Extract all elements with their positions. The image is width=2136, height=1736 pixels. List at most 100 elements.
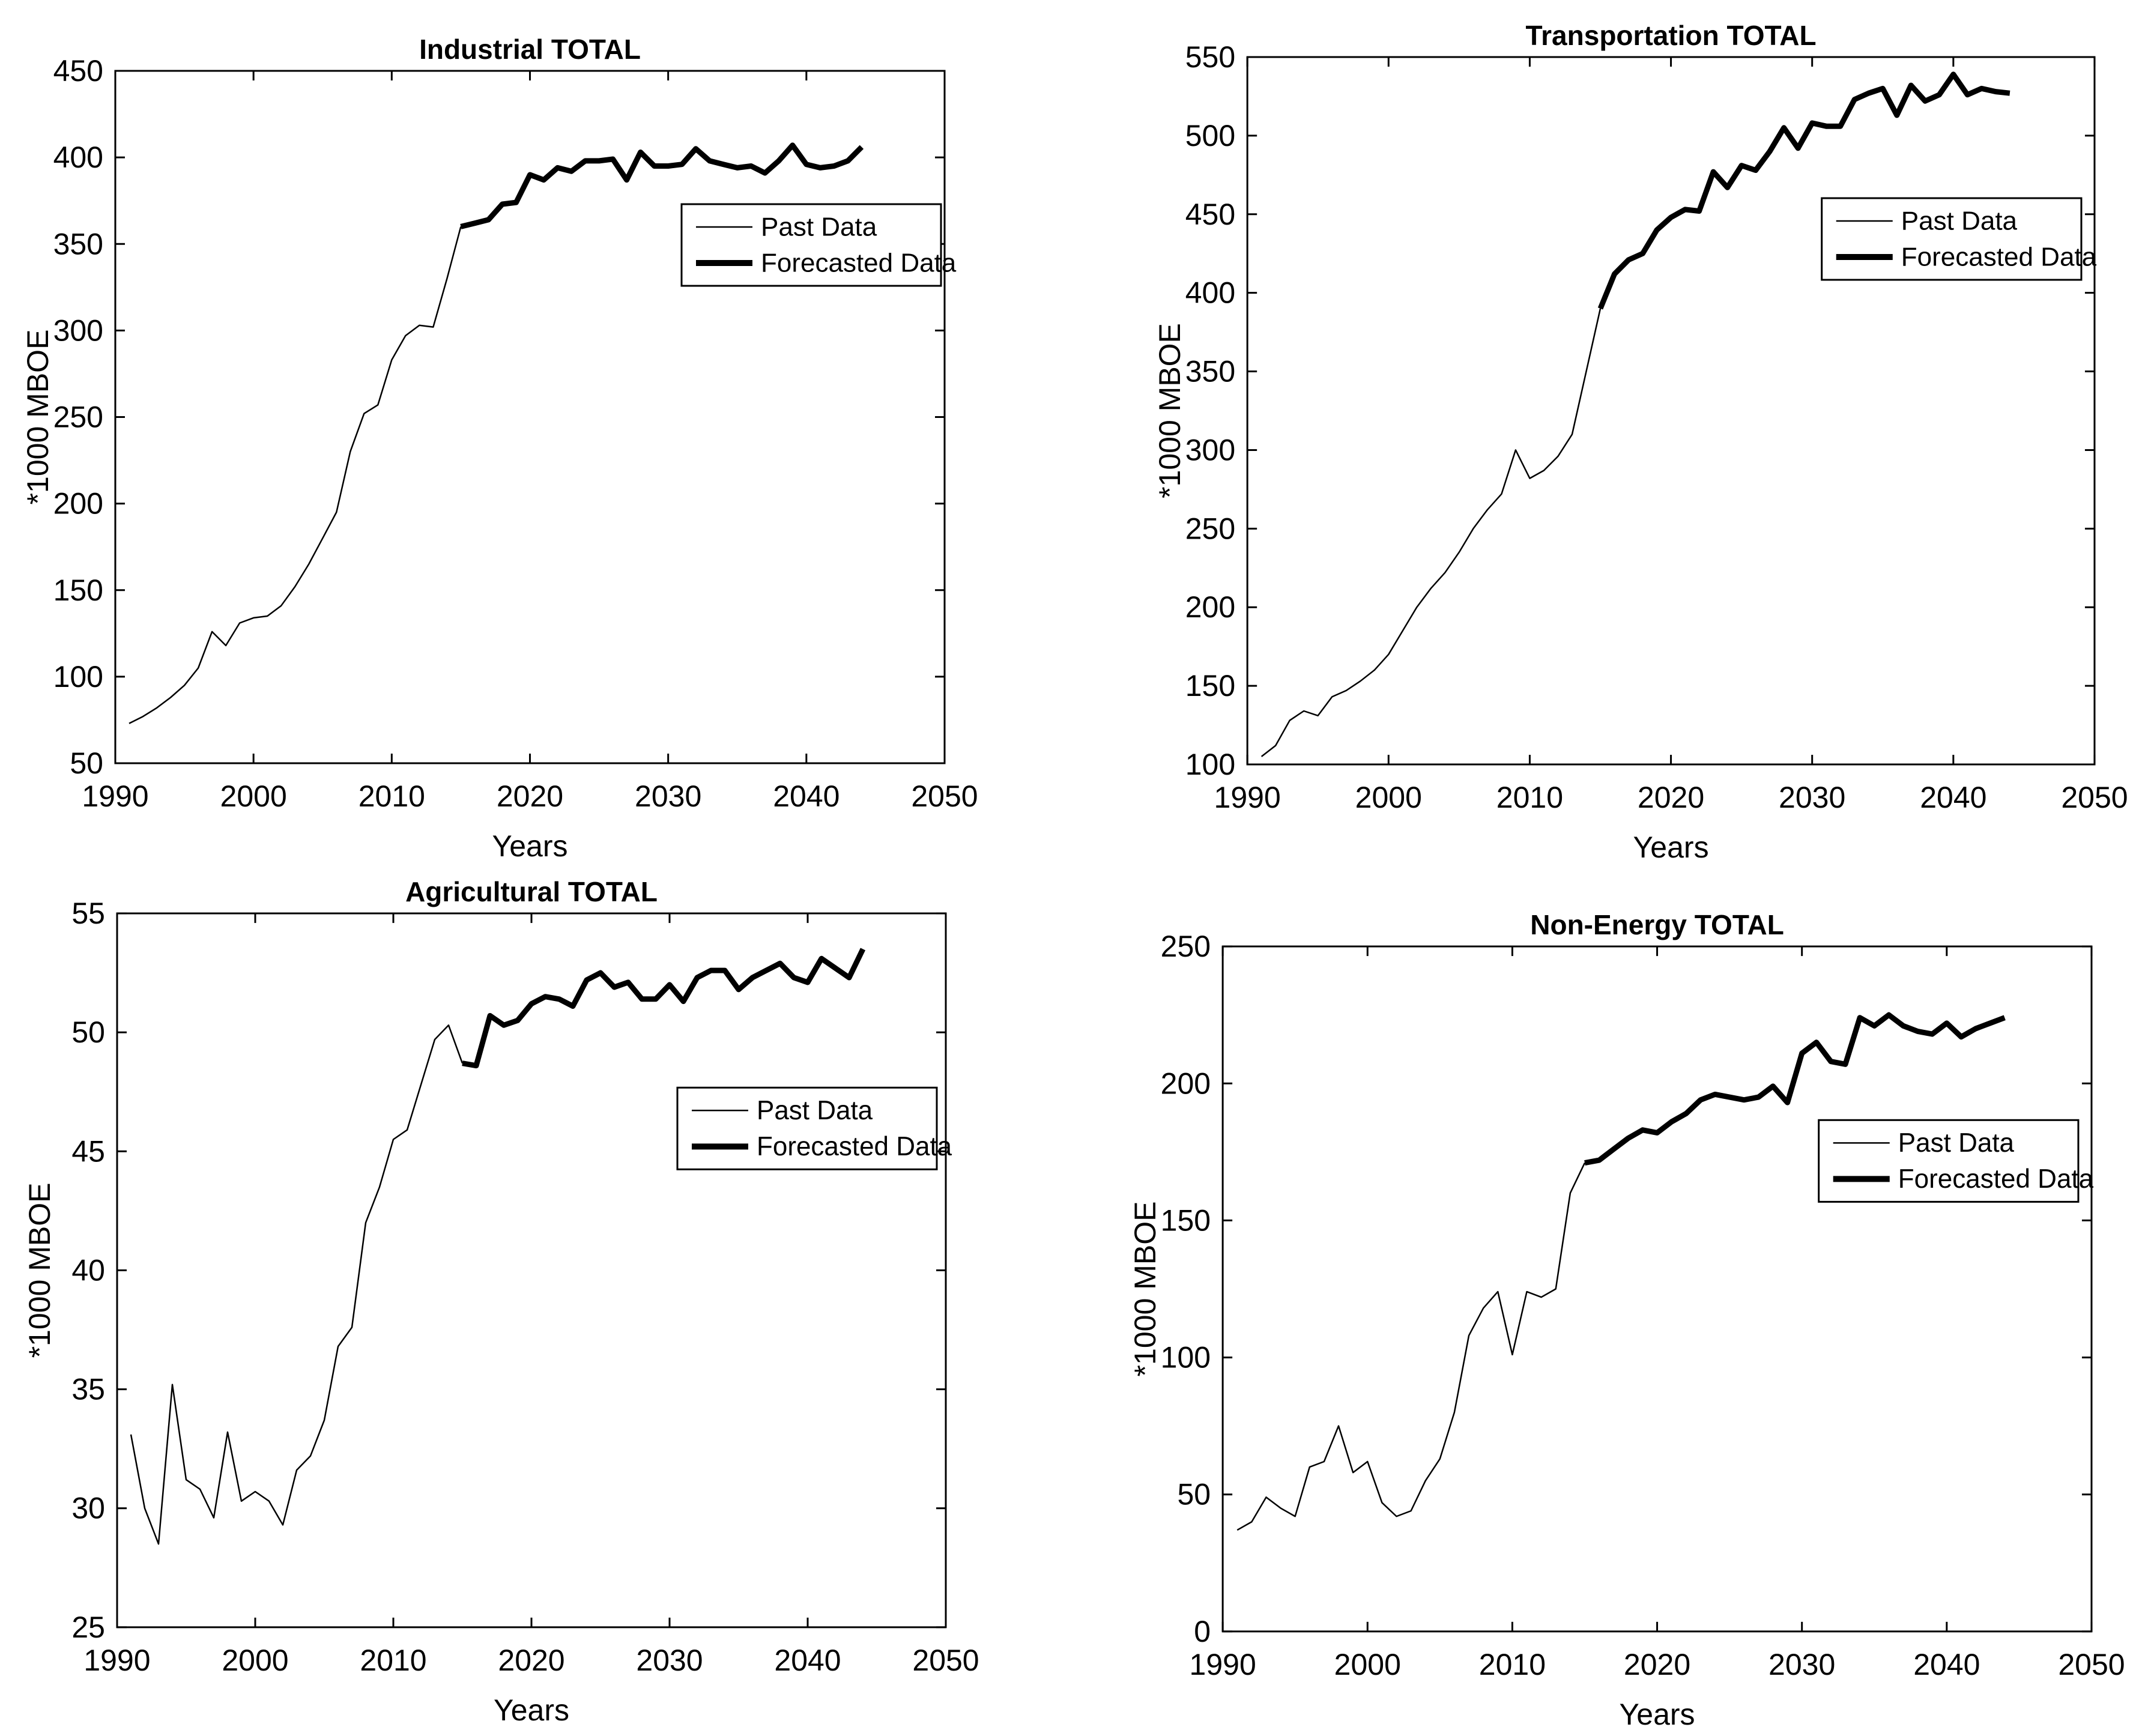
chart-title: Non-Energy TOTAL <box>1530 909 1784 940</box>
past-data-line <box>1260 308 1602 757</box>
subplot-transportation: 1990 2000 2010 2020 2030 2040 2050 100 150 200 250… <box>1068 0 2136 868</box>
x-tick-label: 2020 <box>1624 1648 1690 1681</box>
legend-label-forecast: Forecasted Data <box>757 1132 952 1161</box>
x-tick-label: 2050 <box>911 779 978 813</box>
agricultural-chart: 1990 2000 2010 2020 2030 2040 2050 25 30 35 40 45 50… <box>23 876 979 1727</box>
legend-box <box>1821 197 2083 281</box>
y-axis-label: *1000 MBOE <box>1153 323 1187 498</box>
non-energy-chart: 1990 2000 2010 2020 2030 2040 2050 0 50 100 150 200… <box>1128 909 2125 1731</box>
forecast-data-line <box>1597 71 2010 310</box>
forecast-data-line <box>462 948 866 1069</box>
y-tick-label: 100 <box>53 660 103 694</box>
series-layer <box>1236 1012 2006 1531</box>
axes-box <box>116 912 947 1629</box>
subplot-non-energy: 1990 2000 2010 2020 2030 2040 2050 0 50 100 150 200… <box>1068 868 2136 1736</box>
legend-label-forecast: Forecasted Data <box>1901 243 2097 272</box>
axes-layer: 1990 2000 2010 2020 2030 2040 2050 50 100 150 200 2… <box>53 54 978 813</box>
y-tick-label: 40 <box>71 1253 105 1287</box>
legend: Past Data Forecasted Data <box>1818 1119 2094 1203</box>
y-tick-label: 25 <box>71 1610 105 1644</box>
y-tick-label: 100 <box>1185 748 1235 781</box>
y-axis-label: *1000 MBOE <box>1128 1202 1162 1377</box>
y-tick-label: 250 <box>53 401 103 434</box>
y-tick-label: 150 <box>53 573 103 607</box>
past-data-line <box>1236 1162 1586 1531</box>
y-tick-label: 250 <box>1161 930 1211 963</box>
subplot-industrial: 1990 2000 2010 2020 2030 2040 2050 50 100 150 200 2… <box>0 0 1068 868</box>
x-axis-label: Years <box>1633 830 1709 864</box>
x-tick-label: 2020 <box>498 1644 564 1677</box>
legend-label-forecast: Forecasted Data <box>1898 1164 2094 1194</box>
x-tick-label: 2050 <box>912 1644 979 1677</box>
axes-layer: 1990 2000 2010 2020 2030 2040 2050 0 50 100 150 200… <box>1161 930 2125 1681</box>
x-tick-label: 1990 <box>83 1644 150 1677</box>
y-tick-label: 200 <box>1185 590 1235 624</box>
x-tick-label: 2000 <box>220 779 287 813</box>
forecast-data-line <box>1584 1012 2006 1166</box>
series-layer <box>130 948 866 1545</box>
x-tick-label: 2020 <box>1638 781 1704 814</box>
x-tick-label: 2030 <box>1779 781 1845 814</box>
x-tick-label: 2010 <box>1479 1648 1546 1681</box>
y-tick-label: 500 <box>1185 119 1235 153</box>
series-layer <box>129 142 864 724</box>
x-tick-label: 2010 <box>359 779 425 813</box>
legend-box <box>680 203 942 287</box>
x-tick-label: 1990 <box>1190 1648 1256 1681</box>
x-tick-label: 1990 <box>1214 781 1281 814</box>
y-tick-label: 450 <box>53 54 103 88</box>
transportation-chart: 1990 2000 2010 2020 2030 2040 2050 100 150 200 250… <box>1153 20 2128 864</box>
x-tick-label: 2000 <box>222 1644 288 1677</box>
y-axis-label: *1000 MBOE <box>23 1182 56 1358</box>
forecast-data-line <box>460 142 864 229</box>
x-tick-label: 2020 <box>497 779 563 813</box>
legend-label-past: Past Data <box>1898 1128 2015 1158</box>
subplot-agricultural: 1990 2000 2010 2020 2030 2040 2050 25 30 35 40 45 50… <box>0 868 1068 1736</box>
x-tick-label: 2040 <box>773 779 840 813</box>
chart-title: Industrial TOTAL <box>419 34 641 65</box>
legend-label-past: Past Data <box>757 1096 873 1125</box>
y-tick-label: 250 <box>1185 512 1235 545</box>
past-data-line <box>129 226 462 724</box>
y-tick-label: 100 <box>1161 1341 1211 1375</box>
y-tick-label: 50 <box>1177 1478 1211 1511</box>
x-tick-label: 2050 <box>2061 781 2128 814</box>
x-tick-label: 2010 <box>360 1644 426 1677</box>
y-tick-label: 400 <box>1185 276 1235 310</box>
past-data-line <box>130 1024 464 1545</box>
x-axis-label: Years <box>1620 1698 1695 1731</box>
x-tick-label: 2040 <box>1920 781 1986 814</box>
y-tick-label: 45 <box>71 1134 105 1168</box>
axes-layer: 1990 2000 2010 2020 2030 2040 2050 25 30 35 40 45 50… <box>71 897 979 1677</box>
y-tick-label: 0 <box>1194 1615 1211 1648</box>
y-tick-label: 450 <box>1185 198 1235 231</box>
x-tick-label: 2010 <box>1496 781 1563 814</box>
legend-label-past: Past Data <box>1901 207 2018 236</box>
x-tick-label: 2030 <box>1768 1648 1835 1681</box>
x-tick-label: 2000 <box>1334 1648 1401 1681</box>
x-tick-label: 2030 <box>635 779 701 813</box>
x-tick-label: 1990 <box>82 779 148 813</box>
y-tick-label: 50 <box>71 1015 105 1049</box>
y-tick-label: 200 <box>1161 1066 1211 1100</box>
x-tick-label: 2000 <box>1355 781 1422 814</box>
legend-box <box>1818 1119 2080 1203</box>
y-tick-label: 150 <box>1161 1203 1211 1237</box>
x-axis-label: Years <box>494 1693 569 1727</box>
y-axis-label: *1000 MBOE <box>21 330 55 505</box>
axes-box <box>1246 56 2096 766</box>
y-tick-label: 300 <box>53 313 103 347</box>
chart-title: Transportation TOTAL <box>1526 20 1817 51</box>
x-tick-label: 2030 <box>636 1644 703 1677</box>
legend-label-past: Past Data <box>761 213 877 242</box>
y-tick-label: 150 <box>1185 669 1235 703</box>
y-tick-label: 200 <box>53 487 103 521</box>
y-tick-label: 350 <box>53 227 103 261</box>
x-tick-label: 2050 <box>2058 1648 2125 1681</box>
legend-label-forecast: Forecasted Data <box>761 249 957 278</box>
industrial-chart: 1990 2000 2010 2020 2030 2040 2050 50 100 150 200 2… <box>21 34 978 863</box>
y-tick-label: 550 <box>1185 40 1235 74</box>
y-tick-label: 30 <box>71 1492 105 1525</box>
legend: Past Data Forecasted Data <box>676 1086 952 1170</box>
